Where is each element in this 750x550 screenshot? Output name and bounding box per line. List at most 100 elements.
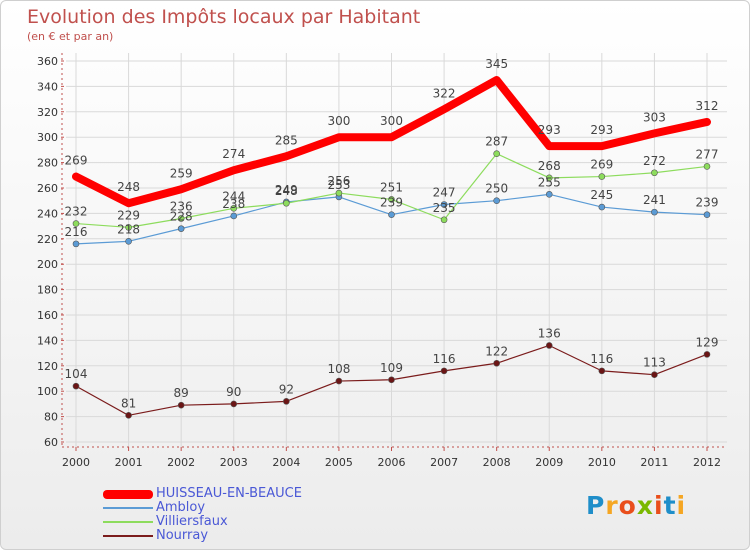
chart-title: Evolution des Impôts locaux par Habitant	[27, 6, 421, 28]
data-label: 129	[696, 335, 719, 349]
axes: 60 80 100 120 140 160 180 200 220 240 260 280 300 320…	[37, 53, 727, 469]
y-tick-label: 220	[37, 233, 58, 246]
data-label: 238	[222, 197, 245, 211]
data-label: 239	[696, 196, 719, 210]
x-tick-label: 2003	[220, 456, 248, 469]
x-tick-label: 2012	[693, 456, 721, 469]
data-label: 229	[117, 208, 140, 222]
logo-letter: r	[605, 491, 619, 520]
data-point	[125, 238, 132, 245]
data-point	[388, 376, 395, 384]
data-label: 303	[643, 110, 666, 124]
data-point	[283, 398, 290, 405]
data-point	[493, 359, 500, 367]
y-tick-label: 360	[37, 55, 58, 68]
y-tick-label: 240	[37, 207, 58, 220]
data-point	[230, 400, 238, 408]
data-point	[230, 212, 238, 220]
data-label: 90	[226, 385, 241, 399]
data-point	[651, 208, 658, 216]
data-point	[125, 224, 132, 231]
data-label: 239	[380, 196, 403, 210]
logo-letter: t	[663, 491, 677, 520]
data-label: 113	[643, 356, 666, 370]
legend-swatch	[103, 489, 153, 499]
logo-letter: o	[618, 491, 637, 520]
series-line-0	[72, 76, 711, 208]
data-point	[598, 173, 606, 180]
x-tick-label: 2001	[115, 456, 143, 469]
x-tick-label: 2002	[167, 456, 195, 469]
data-point	[545, 174, 553, 182]
data-point	[388, 211, 395, 218]
y-tick-label: 320	[37, 106, 58, 119]
data-point	[493, 197, 500, 204]
legend-label: Ambloy	[156, 500, 206, 515]
data-labels: 269 248 259 274 285 300 300 322 345 293 293 303 312 2…	[65, 57, 719, 410]
data-label: 277	[696, 147, 719, 161]
data-label: 109	[380, 361, 403, 375]
legend-swatch	[103, 507, 153, 509]
data-label: 241	[643, 193, 666, 207]
data-label: 322	[433, 86, 456, 100]
y-tick-label: 140	[37, 334, 58, 347]
data-point	[283, 199, 290, 207]
data-label: 248	[117, 180, 140, 194]
legend-swatch	[103, 521, 153, 523]
data-point	[545, 191, 553, 198]
y-tick-label: 300	[37, 131, 58, 144]
data-label: 244	[222, 189, 245, 203]
data-label: 218	[117, 222, 140, 236]
data-point	[703, 211, 711, 218]
data-label: 92	[279, 382, 294, 396]
data-label: 272	[643, 154, 666, 168]
y-tick-label: 180	[37, 284, 58, 297]
data-point	[598, 203, 606, 211]
data-label: 287	[485, 135, 508, 149]
data-label: 251	[380, 180, 403, 194]
logo-letter: x	[636, 491, 654, 520]
data-label: 236	[170, 199, 193, 213]
data-label: 268	[538, 159, 561, 173]
data-point	[177, 225, 185, 232]
data-point	[177, 215, 185, 222]
data-label: 216	[65, 225, 88, 239]
data-label: 249	[275, 183, 298, 197]
data-label: 259	[170, 166, 193, 180]
data-label: 269	[590, 158, 613, 172]
data-point	[335, 377, 343, 385]
data-label: 300	[327, 114, 350, 128]
legend-label: Nourray	[156, 528, 209, 543]
data-point	[440, 367, 448, 375]
data-label: 274	[222, 147, 245, 161]
data-point	[651, 169, 658, 177]
data-label: 312	[696, 99, 719, 113]
data-label: 269	[65, 154, 88, 168]
data-label: 232	[65, 205, 88, 219]
data-label: 136	[538, 326, 561, 340]
legend-label: HUISSEAU-EN-BEAUCE	[156, 486, 302, 501]
logo-letter: i	[654, 491, 664, 520]
logo-letter: P	[586, 491, 606, 520]
data-point	[177, 401, 185, 409]
grid-lines	[66, 53, 727, 447]
x-tick-label: 2008	[483, 456, 511, 469]
x-tick-label: 2011	[640, 456, 668, 469]
y-tick-label: 60	[44, 436, 58, 449]
legend-swatch	[103, 535, 153, 537]
data-point	[72, 240, 80, 248]
y-tick-label: 340	[37, 80, 58, 93]
data-point	[703, 163, 711, 170]
series-lines	[72, 76, 711, 419]
x-tick-label: 2004	[272, 456, 300, 469]
data-label: 345	[485, 57, 508, 71]
y-tick-label: 160	[37, 309, 58, 322]
data-point	[703, 351, 711, 358]
y-tick-label: 80	[44, 411, 58, 424]
y-tick-label: 280	[37, 157, 58, 170]
data-label: 256	[327, 174, 350, 188]
data-label: 116	[590, 352, 613, 366]
legend-label: Villiersfaux	[156, 514, 228, 529]
x-tick-label: 2005	[325, 456, 353, 469]
y-tick-label: 100	[37, 385, 58, 398]
